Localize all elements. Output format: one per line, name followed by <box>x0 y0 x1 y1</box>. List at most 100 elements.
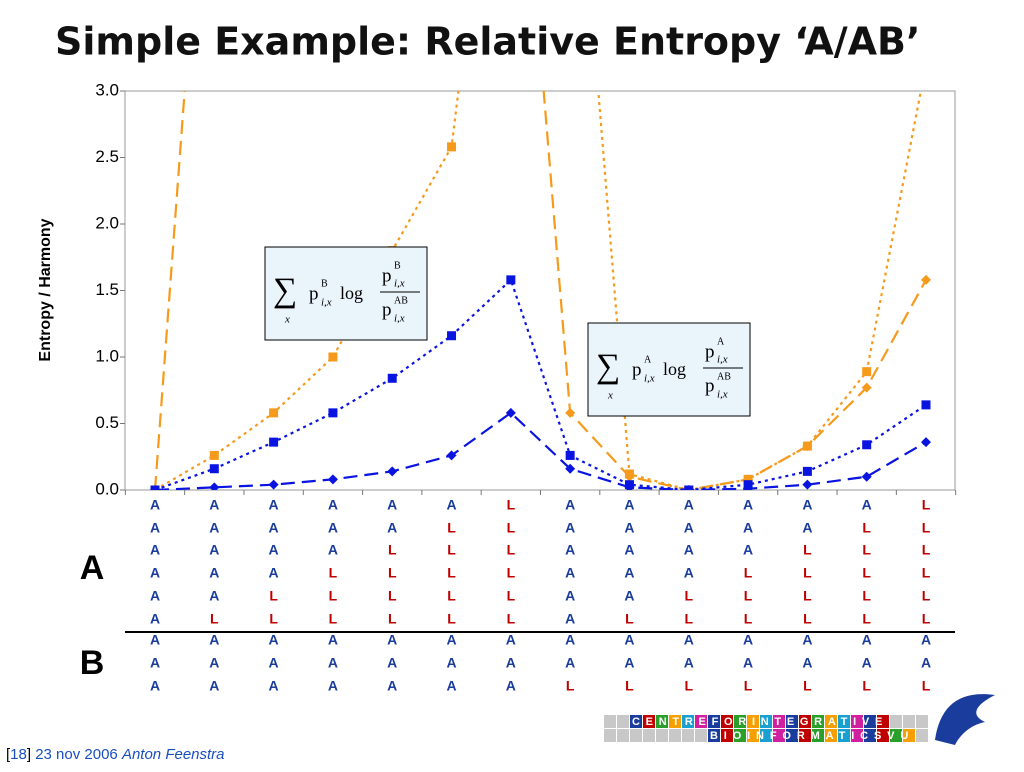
residue: A <box>269 520 279 536</box>
residue: A <box>209 542 219 558</box>
plot <box>150 91 931 490</box>
residue: L <box>507 588 516 604</box>
logo-cell <box>617 715 629 728</box>
residue: L <box>922 542 931 558</box>
residue: A <box>209 520 219 536</box>
residue: A <box>446 497 456 513</box>
residue: A <box>328 655 338 671</box>
residue: A <box>150 565 160 581</box>
residue: A <box>684 520 694 536</box>
formula-part: A <box>717 336 725 347</box>
logo-letter-cell <box>708 729 720 742</box>
formula-part: p <box>382 299 392 320</box>
slide-title: Simple Example: Relative Entropy ‘A/AB’ <box>55 20 920 64</box>
residue: L <box>803 678 812 694</box>
residue: A <box>269 565 279 581</box>
bracket: ] <box>26 746 32 763</box>
logo-letter-cell <box>734 729 746 742</box>
residue: A <box>684 565 694 581</box>
formula-part: AB <box>394 295 408 306</box>
residue: L <box>862 588 871 604</box>
residue: A <box>743 632 753 648</box>
logo-cell <box>643 729 655 742</box>
residue: L <box>507 520 516 536</box>
marker <box>328 408 338 418</box>
residue: L <box>625 678 634 694</box>
residue: L <box>803 542 812 558</box>
residue: A <box>269 632 279 648</box>
residue: A <box>328 632 338 648</box>
residue: A <box>802 520 812 536</box>
formula-part: i,x <box>394 278 405 290</box>
logo-letter-cell <box>747 729 759 742</box>
residue: L <box>566 678 575 694</box>
residue: A <box>684 497 694 513</box>
residue: L <box>862 678 871 694</box>
marker <box>209 482 220 490</box>
logo-letter-cell <box>838 729 850 742</box>
residue: L <box>447 520 456 536</box>
residue: L <box>922 520 931 536</box>
logo-letter-cell <box>721 729 733 742</box>
residue: L <box>744 611 753 627</box>
logo-letter-cell <box>656 715 668 728</box>
residue: L <box>744 678 753 694</box>
logo-letter-cell <box>825 729 837 742</box>
residue: L <box>862 520 871 536</box>
y-tick-label: 2.5 <box>95 147 119 166</box>
logo-cell <box>695 729 707 742</box>
residue: L <box>803 565 812 581</box>
residue: L <box>862 565 871 581</box>
marker <box>743 474 753 484</box>
residue: A <box>684 655 694 671</box>
residue: A <box>209 565 219 581</box>
marker <box>387 373 397 383</box>
residue: A <box>150 611 160 627</box>
residue: L <box>507 611 516 627</box>
marker <box>624 482 635 490</box>
logo-cell <box>604 729 616 742</box>
logo-cell <box>617 729 629 742</box>
residue: A <box>209 497 219 513</box>
formula-part: B <box>321 278 328 289</box>
marker <box>447 331 457 341</box>
residue: A <box>387 678 397 694</box>
marker <box>565 450 575 460</box>
residue: A <box>624 565 634 581</box>
residue: A <box>624 655 634 671</box>
residue: A <box>328 497 338 513</box>
residue: A <box>624 520 634 536</box>
logo-letter-cell <box>877 715 889 728</box>
logo-letter-cell <box>786 729 798 742</box>
residue: A <box>328 678 338 694</box>
logo-letter-cell <box>747 715 759 728</box>
residue: L <box>803 611 812 627</box>
residue: A <box>743 655 753 671</box>
residue: A <box>802 632 812 648</box>
formula-part: log <box>663 359 686 379</box>
residue: A <box>921 655 931 671</box>
residue: A <box>624 497 634 513</box>
residue: L <box>388 542 397 558</box>
residue: A <box>387 497 397 513</box>
residue: A <box>150 655 160 671</box>
formula-box <box>264 246 428 341</box>
y-tick-label: 1.0 <box>95 346 119 365</box>
formula-part: i,x <box>717 389 728 401</box>
logo-letter-cell <box>734 715 746 728</box>
logo-letter-cell <box>669 715 681 728</box>
marker <box>209 464 219 474</box>
logo-cell <box>890 715 902 728</box>
residue: A <box>862 655 872 671</box>
residue: L <box>388 611 397 627</box>
logo-cell <box>682 729 694 742</box>
marker <box>387 466 398 477</box>
residue: A <box>684 542 694 558</box>
residue: L <box>447 611 456 627</box>
logo-text: CENTREFORINTEGRATIVE <box>632 716 888 728</box>
formula-part: A <box>644 354 652 365</box>
residue: L <box>744 565 753 581</box>
residue: L <box>744 588 753 604</box>
residue: A <box>506 678 516 694</box>
marker <box>506 275 516 285</box>
